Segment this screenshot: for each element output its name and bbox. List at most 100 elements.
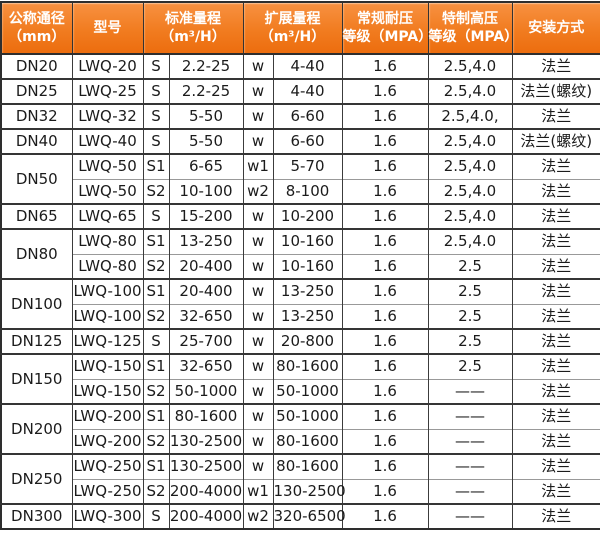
cell-dn: DN32 xyxy=(0,103,73,129)
table-row: LWQ-50 S2 10-100 w2 8-100 1.6 2.5,4.0 法兰 xyxy=(1,178,600,204)
cell-model: LWQ-20 xyxy=(71,53,144,79)
header-label: 特制高压 xyxy=(442,11,498,27)
cell-normal-pressure: 1.6 xyxy=(341,278,429,304)
cell-extended-range: 4-40 xyxy=(272,53,343,79)
cell-extended-grade: w xyxy=(242,328,274,354)
cell-standard-grade: S xyxy=(142,78,170,104)
header-label: 扩展量程 xyxy=(264,11,321,27)
cell-standard-grade: S1 xyxy=(142,228,170,254)
cell-extended-grade: w xyxy=(242,78,274,104)
cell-extended-range: 10-160 xyxy=(272,253,343,279)
cell-extended-range: 80-1600 xyxy=(272,428,343,454)
header-label: 标准量程 xyxy=(165,11,221,27)
table-row: DN50 LWQ-50 S1 6-65 w1 5-70 1.6 2.5,4.0 法兰 xyxy=(0,153,600,204)
cell-extended-grade: w xyxy=(242,303,274,329)
table-row: LWQ-150 S2 50-1000 w 50-1000 1.6 —— 法兰 xyxy=(1,378,600,404)
cell-normal-pressure: 1.6 xyxy=(341,378,429,404)
cell-standard-grade: S1 xyxy=(142,153,170,179)
cell-special-pressure: —— xyxy=(427,378,513,404)
cell-standard-grade: S2 xyxy=(142,303,170,329)
cell-dn: DN20 xyxy=(0,53,73,79)
cell-extended-range: 130-2500 xyxy=(272,478,346,504)
cell-model: LWQ-150 xyxy=(71,378,144,404)
cell-extended-range: 4-40 xyxy=(272,78,343,104)
cell-standard-range: 32-650 xyxy=(168,353,244,379)
cell-standard-grade: S xyxy=(142,328,170,354)
cell-dn: DN200 xyxy=(0,403,73,454)
cell-extended-grade: w xyxy=(242,253,274,279)
header-label: （mm） xyxy=(8,29,66,45)
cell-dn: DN100 xyxy=(0,278,73,329)
cell-standard-range: 50-1000 xyxy=(168,378,244,404)
cell-dn: DN65 xyxy=(0,203,73,229)
cell-normal-pressure: 1.6 xyxy=(341,403,429,429)
header-cell-normal-pressure: 常规耐压 等级（MPA） xyxy=(341,1,432,55)
header-label: 公称通径 xyxy=(8,11,65,27)
cell-standard-range: 2.2-25 xyxy=(168,53,244,79)
cell-normal-pressure: 1.6 xyxy=(341,428,429,454)
cell-normal-pressure: 1.6 xyxy=(341,253,429,279)
cell-model: LWQ-250 xyxy=(71,453,144,479)
cell-special-pressure: 2.5,4.0 xyxy=(427,228,513,254)
cell-standard-grade: S1 xyxy=(142,278,170,304)
cell-extended-range: 50-1000 xyxy=(272,378,343,404)
cell-install: 法兰 xyxy=(511,328,600,354)
cell-install: 法兰 xyxy=(511,253,600,279)
cell-extended-grade: w xyxy=(242,203,274,229)
cell-model: LWQ-40 xyxy=(71,128,144,154)
cell-extended-grade: w2 xyxy=(242,503,274,529)
cell-dn: DN80 xyxy=(0,228,73,279)
cell-extended-range: 13-250 xyxy=(272,303,343,329)
cell-install: 法兰 xyxy=(511,378,600,404)
cell-model: LWQ-250 xyxy=(71,478,144,504)
cell-normal-pressure: 1.6 xyxy=(341,53,429,79)
cell-standard-grade: S1 xyxy=(142,353,170,379)
cell-standard-grade: S2 xyxy=(142,478,170,504)
cell-normal-pressure: 1.6 xyxy=(341,178,429,204)
cell-standard-grade: S2 xyxy=(142,253,170,279)
cell-install: 法兰 xyxy=(511,403,600,429)
cell-standard-range: 5-50 xyxy=(168,103,244,129)
cell-special-pressure: 2.5 xyxy=(427,353,513,379)
cell-extended-grade: w1 xyxy=(242,478,274,504)
cell-special-pressure: 2.5,4.0 xyxy=(427,128,513,154)
cell-extended-range: 6-60 xyxy=(272,128,343,154)
cell-standard-grade: S xyxy=(142,503,170,529)
table-row: DN100 LWQ-100 S1 20-400 w 13-250 1.6 2.5 法兰 xyxy=(0,278,600,329)
cell-model: LWQ-80 xyxy=(71,253,144,279)
cell-standard-grade: S2 xyxy=(142,178,170,204)
cell-special-pressure: 2.5 xyxy=(427,328,513,354)
cell-model: LWQ-150 xyxy=(71,353,144,379)
cell-extended-range: 50-1000 xyxy=(272,403,343,429)
cell-extended-grade: w xyxy=(242,403,274,429)
cell-dn: DN300 xyxy=(0,503,73,529)
table-row: DN200 LWQ-200 S1 80-1600 w 50-1000 1.6 —— 法兰 xyxy=(0,403,600,454)
cell-extended-grade: w xyxy=(242,378,274,404)
cell-normal-pressure: 1.6 xyxy=(341,353,429,379)
spec-table-body: DN20 LWQ-20 S 2.2-25 w 4-40 1.6 2.5,4.0 法兰 DN25 LW… xyxy=(0,53,600,529)
cell-extended-grade: w xyxy=(242,353,274,379)
cell-install: 法兰 xyxy=(511,153,600,179)
cell-dn: DN25 xyxy=(0,78,73,104)
cell-normal-pressure: 1.6 xyxy=(341,478,429,504)
cell-special-pressure: 2.5,4.0 xyxy=(427,53,513,79)
table-row: LWQ-100 S2 32-650 w 13-250 1.6 2.5 法兰 xyxy=(1,303,600,329)
cell-model: LWQ-65 xyxy=(71,203,144,229)
cell-model: LWQ-300 xyxy=(71,503,144,529)
header-cell-install: 安装方式 xyxy=(511,1,600,55)
cell-standard-grade: S xyxy=(142,128,170,154)
cell-standard-range: 25-700 xyxy=(168,328,244,354)
cell-install: 法兰(螺纹) xyxy=(511,128,600,154)
table-row: DN80 LWQ-80 S1 13-250 w 10-160 1.6 2.5,4.0 法兰 xyxy=(0,228,600,279)
cell-extended-range: 20-800 xyxy=(272,328,343,354)
cell-special-pressure: 2.5 xyxy=(427,278,513,304)
cell-normal-pressure: 1.6 xyxy=(341,128,429,154)
table-row: LWQ-200 S2 130-2500 w 80-1600 1.6 —— 法兰 xyxy=(1,428,600,454)
cell-extended-grade: w xyxy=(242,428,274,454)
cell-standard-grade: S2 xyxy=(142,428,170,454)
header-label: 安装方式 xyxy=(528,20,585,36)
header-cell-extended-range: 扩展量程 （m³/H） xyxy=(242,1,343,55)
cell-extended-range: 5-70 xyxy=(272,153,343,179)
